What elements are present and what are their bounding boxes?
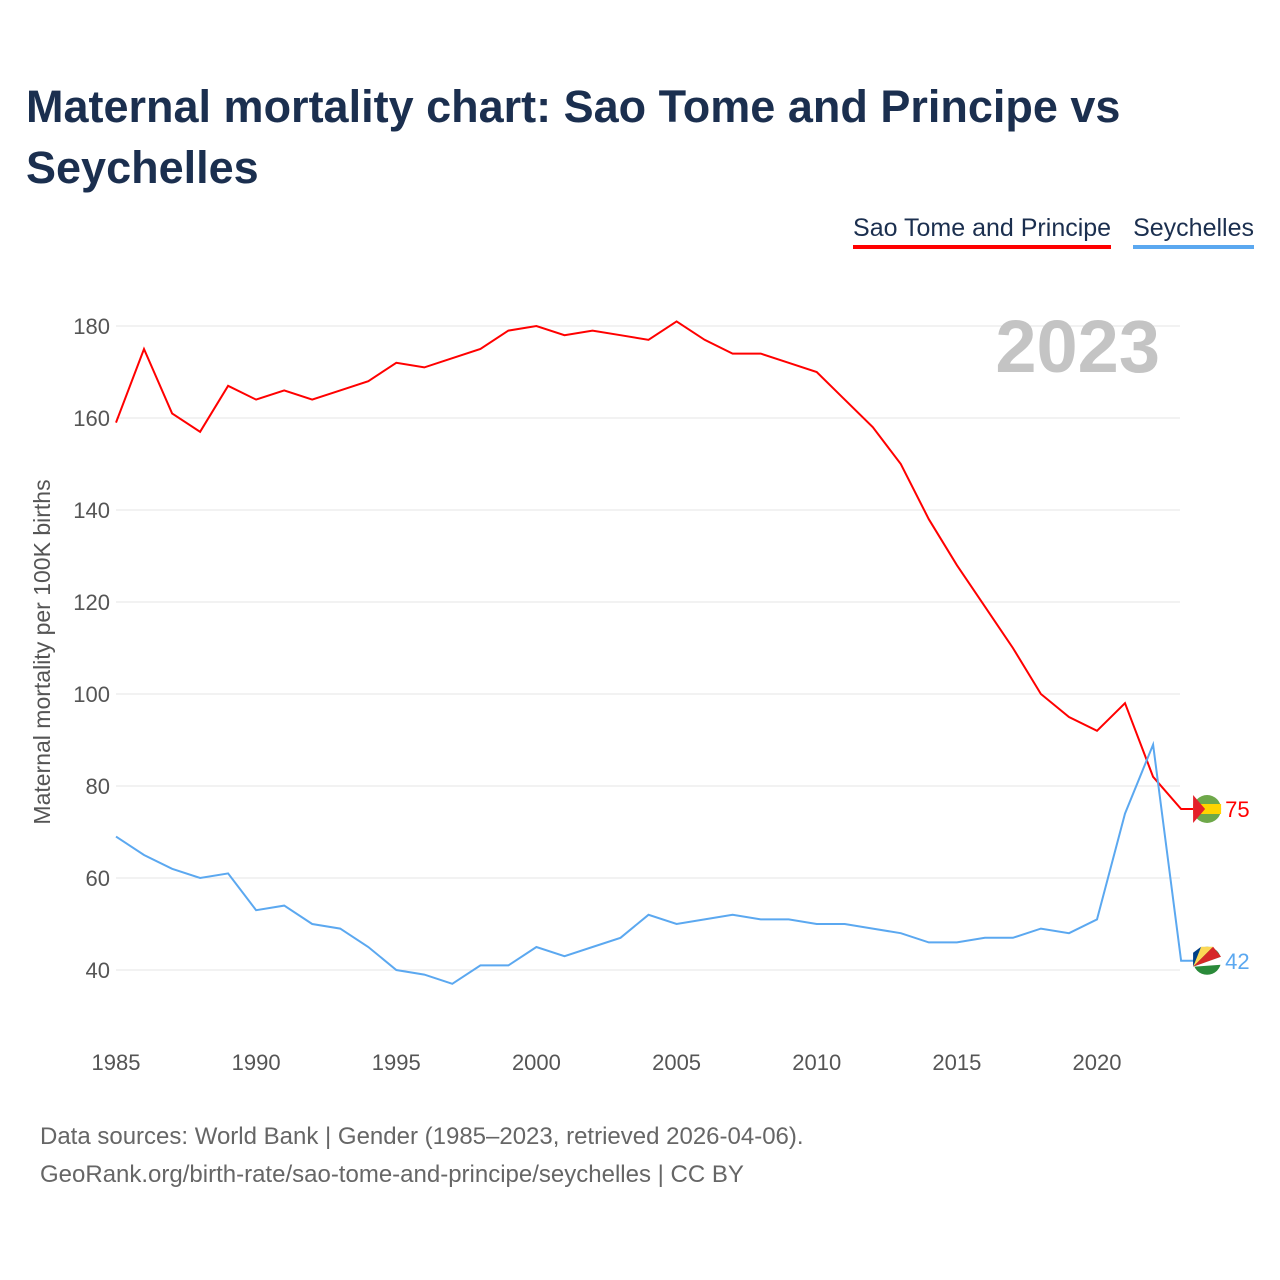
y-tick-label: 120: [73, 590, 110, 615]
y-tick-label: 140: [73, 498, 110, 523]
y-tick-label: 100: [73, 682, 110, 707]
legend-item-seychelles[interactable]: Seychelles: [1133, 214, 1254, 249]
series-line-sao-tome: [115, 320, 1194, 810]
x-tick-label: 1995: [372, 1050, 421, 1075]
x-tick-label: 1990: [232, 1050, 281, 1075]
x-tick-label: 2020: [1073, 1050, 1122, 1075]
end-value-label: 42: [1225, 949, 1249, 974]
flag-blue: [1193, 946, 1202, 967]
y-axis-label: Maternal mortality per 100K births: [29, 479, 55, 824]
y-tick-label: 180: [73, 314, 110, 339]
y-tick-label: 40: [86, 958, 110, 983]
flag-red: [1193, 946, 1222, 967]
seychelles-flag-icon: [1193, 946, 1222, 975]
legend: Sao Tome and Principe Seychelles: [853, 214, 1254, 249]
sao-tome-flag-icon: [1193, 795, 1222, 823]
y-tick-label: 160: [73, 406, 110, 431]
x-tick-label: 2005: [652, 1050, 701, 1075]
y-tick-label: 80: [86, 774, 110, 799]
data-sources: Data sources: World Bank | Gender (1985–…: [40, 1123, 804, 1150]
x-tick-label: 2000: [512, 1050, 561, 1075]
flag-white: [1193, 956, 1222, 967]
year-watermark: 2023: [995, 305, 1160, 388]
chart-title: Maternal mortality chart: Sao Tome and P…: [26, 81, 1121, 193]
source-url[interactable]: GeoRank.org/birth-rate/sao-tome-and-prin…: [40, 1161, 744, 1188]
x-tick-label: 1985: [92, 1050, 141, 1075]
y-tick-label: 60: [86, 866, 110, 891]
end-value-label: 75: [1225, 797, 1249, 822]
series-line-seychelles: [115, 740, 1194, 985]
legend-item-sao-tome[interactable]: Sao Tome and Principe: [853, 214, 1112, 249]
flag-triangle: [1193, 795, 1206, 823]
footer: Data sources: World Bank | Gender (1985–…: [40, 1118, 804, 1194]
x-tick-label: 2010: [792, 1050, 841, 1075]
x-tick-label: 2015: [932, 1050, 981, 1075]
flag-band: [1193, 804, 1222, 814]
